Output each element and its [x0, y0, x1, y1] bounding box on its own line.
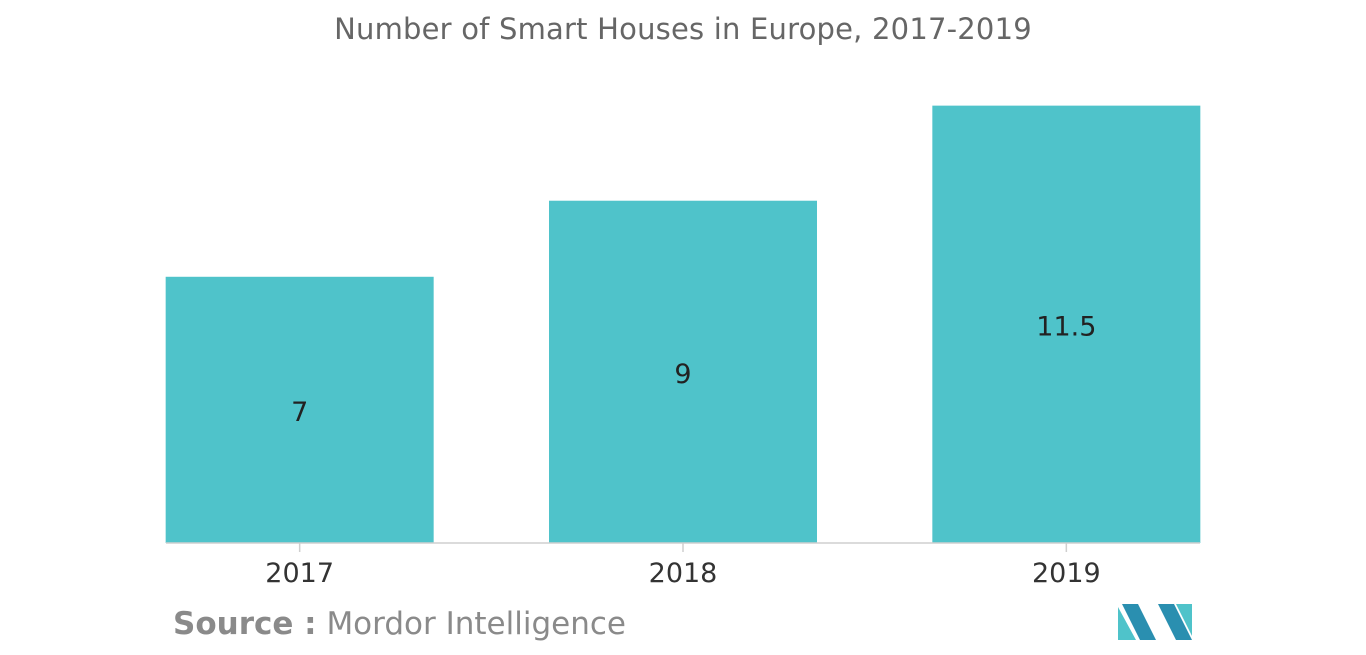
bar-2017	[165, 276, 434, 543]
data-label-2017: 7	[291, 397, 308, 428]
mordor-intelligence-logo-icon	[1118, 604, 1192, 640]
logo-left-shape	[1118, 607, 1136, 640]
source-note: Source : Mordor Intelligence	[173, 606, 626, 642]
source-label: Source :	[173, 606, 317, 642]
x-tick-label-2018: 2018	[649, 558, 718, 589]
x-tick-label-2017: 2017	[265, 558, 334, 589]
logo-right-shape	[1158, 604, 1192, 640]
logo-middle-shape	[1122, 604, 1156, 640]
x-tick-label-2019: 2019	[1032, 558, 1101, 589]
chart-title: Number of Smart Houses in Europe, 2017-2…	[334, 12, 1032, 46]
bar-2018	[549, 200, 817, 543]
data-label-2018: 9	[674, 359, 691, 390]
bar-2019	[932, 105, 1201, 544]
bar-chart: 7 2017 9 2018 11.5 2019	[165, 105, 1201, 589]
logo-right-accent	[1176, 604, 1192, 636]
data-label-2019: 11.5	[1036, 311, 1096, 342]
source-text: Mordor Intelligence	[326, 606, 626, 642]
